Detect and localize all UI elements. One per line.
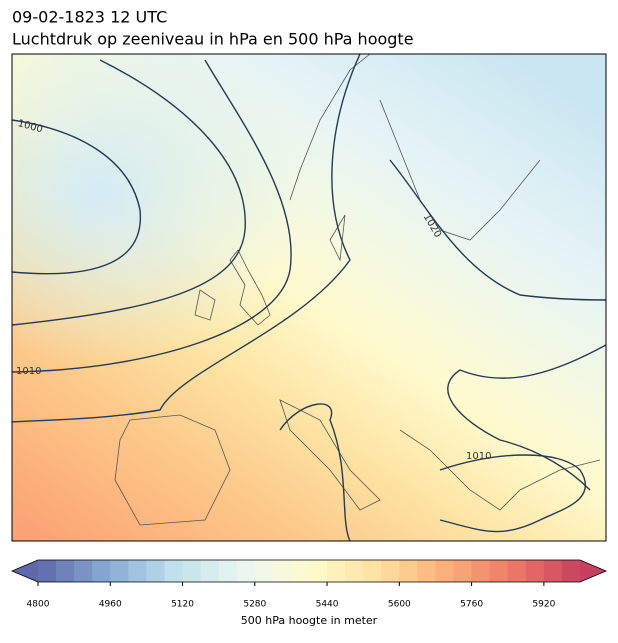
colorbar-segment <box>399 560 418 582</box>
colorbar-segment <box>218 560 238 582</box>
colorbar-extend-high <box>580 560 606 582</box>
colorbar-segment <box>309 560 328 582</box>
colorbar-segment <box>200 560 220 582</box>
colorbar-segment <box>272 560 292 582</box>
colorbar-segment <box>38 560 57 582</box>
colorbar-tick-label: 5120 <box>171 600 194 610</box>
colorbar-tick-label: 5280 <box>243 600 266 610</box>
colorbar-segment <box>128 560 147 582</box>
colorbar-segment <box>543 560 563 582</box>
contour-label: 1010 <box>466 451 491 462</box>
colorbar-segment <box>327 560 346 582</box>
subtitle: Luchtdruk op zeeniveau in hPa en 500 hPa… <box>12 30 414 49</box>
colorbar-segment <box>381 560 400 582</box>
isobars <box>12 54 606 541</box>
colorbar-segment <box>453 560 473 582</box>
colorbar-tick-label: 4800 <box>27 600 50 610</box>
colorbar-tick-label: 5600 <box>388 600 411 610</box>
colorbar-segment <box>345 560 364 582</box>
colorbar-segment <box>525 560 545 582</box>
colorbar-segment <box>110 560 129 582</box>
colorbar-segment <box>290 560 310 582</box>
title: 09-02-1823 12 UTC <box>12 8 167 27</box>
colorbar-outline <box>10 559 608 583</box>
colorbar-extend-low <box>12 560 38 582</box>
colorbar-segment <box>146 560 165 582</box>
colorbar-segment <box>236 560 256 582</box>
colorbar-segment <box>254 560 274 582</box>
colorbar-segment <box>74 560 93 582</box>
colorbar-segment <box>471 560 491 582</box>
colorbar-segment <box>92 560 111 582</box>
colorbar-segment <box>561 560 581 582</box>
colorbar-segment <box>507 560 527 582</box>
colorbar-segment <box>417 560 436 582</box>
colorbar-segment <box>435 560 455 582</box>
colorbar: 4800 4960 5120 5280 5440 5600 5760 5920 <box>10 559 608 610</box>
colorbar-segment <box>56 560 75 582</box>
map <box>12 54 606 541</box>
colorbar-tick-label: 5760 <box>460 600 483 610</box>
colorbar-segment <box>182 560 202 582</box>
colorbar-tick-label: 5440 <box>316 600 339 610</box>
map-frame <box>11 53 607 542</box>
colorbar-segment <box>363 560 382 582</box>
colorbar-tick-label: 5920 <box>532 600 555 610</box>
colorbar-segment <box>164 560 184 582</box>
colorbar-tick-label: 4960 <box>99 600 122 610</box>
colorbar-segment <box>489 560 509 582</box>
contour-label: 1010 <box>16 366 41 377</box>
colorbar-label: 500 hPa hoogte in meter <box>241 614 378 627</box>
